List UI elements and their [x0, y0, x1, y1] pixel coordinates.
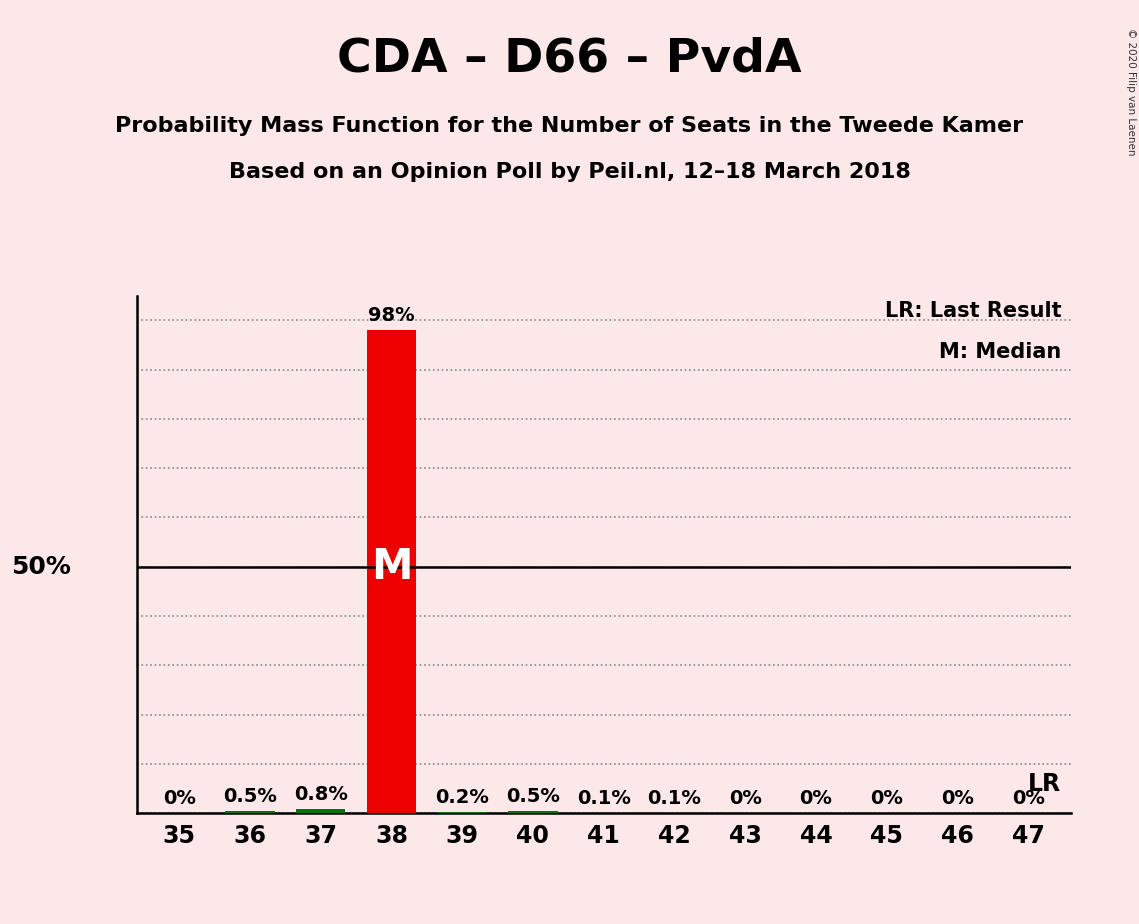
- Bar: [437, 812, 486, 813]
- Text: 0%: 0%: [729, 789, 762, 808]
- Text: © 2020 Filip van Laenen: © 2020 Filip van Laenen: [1125, 28, 1136, 155]
- Text: 0%: 0%: [870, 789, 903, 808]
- Bar: [226, 810, 274, 813]
- Text: 0.2%: 0.2%: [435, 788, 489, 808]
- Text: CDA – D66 – PvdA: CDA – D66 – PvdA: [337, 37, 802, 82]
- Bar: [367, 330, 416, 813]
- Text: 0.5%: 0.5%: [223, 786, 277, 806]
- Text: LR: Last Result: LR: Last Result: [885, 301, 1062, 321]
- Text: 0%: 0%: [163, 789, 196, 808]
- Text: 0%: 0%: [941, 789, 974, 808]
- Text: Probability Mass Function for the Number of Seats in the Tweede Kamer: Probability Mass Function for the Number…: [115, 116, 1024, 136]
- Text: 0.1%: 0.1%: [576, 789, 631, 808]
- Text: 0%: 0%: [1011, 789, 1044, 808]
- Bar: [296, 809, 345, 813]
- Text: 0.5%: 0.5%: [506, 786, 560, 806]
- Text: 98%: 98%: [368, 306, 415, 325]
- Text: LR: LR: [1029, 772, 1062, 796]
- Text: M: M: [370, 546, 412, 588]
- Text: 50%: 50%: [11, 554, 72, 578]
- Text: 0%: 0%: [800, 789, 833, 808]
- Text: M: Median: M: Median: [939, 342, 1062, 362]
- Text: Based on an Opinion Poll by Peil.nl, 12–18 March 2018: Based on an Opinion Poll by Peil.nl, 12–…: [229, 162, 910, 182]
- Bar: [508, 810, 558, 813]
- Text: 0.1%: 0.1%: [647, 789, 702, 808]
- Text: 0.8%: 0.8%: [294, 785, 347, 804]
